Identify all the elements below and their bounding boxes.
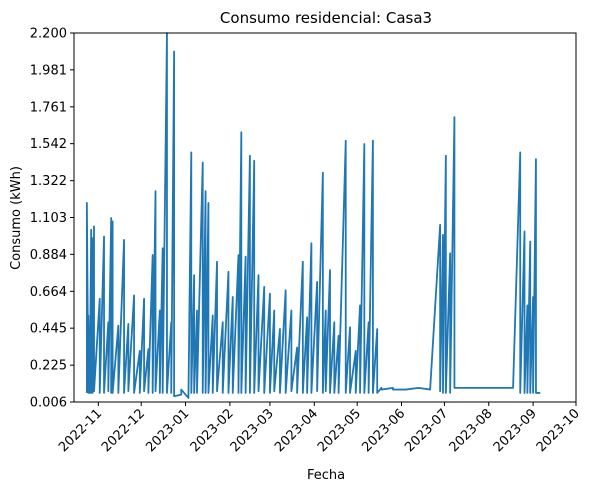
series-line-0: [85, 32, 541, 399]
y-tick-label: 0.006: [30, 396, 67, 411]
y-tick-label: 1.103: [30, 211, 67, 226]
y-tick-label: 0.664: [30, 285, 67, 300]
x-tick-label: 2023-05: [315, 406, 364, 455]
y-tick-label: 2.200: [30, 27, 67, 42]
x-axis-label: Fecha: [307, 468, 345, 483]
y-tick-label: 0.225: [30, 359, 67, 374]
x-tick-label: 2023-07: [402, 406, 451, 455]
x-tick-label: 2022-11: [56, 406, 105, 455]
y-axis-label: Consumo (kWh): [9, 166, 24, 270]
x-tick-label: 2023-03: [228, 406, 277, 455]
x-tick-label: 2023-06: [359, 406, 408, 455]
x-tick-label: 2023-09: [491, 406, 540, 455]
x-tick-label: 2023-01: [143, 406, 192, 455]
y-tick-label: 1.761: [30, 100, 67, 115]
x-tick-label: 2023-02: [188, 406, 237, 455]
y-tick-label: 0.884: [30, 248, 67, 263]
x-tick-label: 2023-04: [272, 406, 321, 455]
y-tick-label: 1.542: [30, 137, 67, 152]
y-tick-label: 1.981: [30, 63, 67, 78]
y-tick-label: 1.322: [30, 174, 67, 189]
plot-area: [85, 32, 541, 399]
x-tick-label: 2022-12: [99, 406, 148, 455]
chart-title: Consumo residencial: Casa3: [220, 9, 432, 27]
x-tick-label: 2023-08: [447, 406, 496, 455]
x-tick-label: 2023-10: [534, 406, 583, 455]
x-axis: 2022-112022-122023-012023-022023-032023-…: [56, 402, 583, 455]
plot-frame: [73, 32, 577, 403]
y-tick-label: 0.445: [30, 322, 67, 337]
y-axis: 0.006 0.225 0.445 0.664 0.884 1.103 1.322 1.542…: [30, 27, 74, 411]
